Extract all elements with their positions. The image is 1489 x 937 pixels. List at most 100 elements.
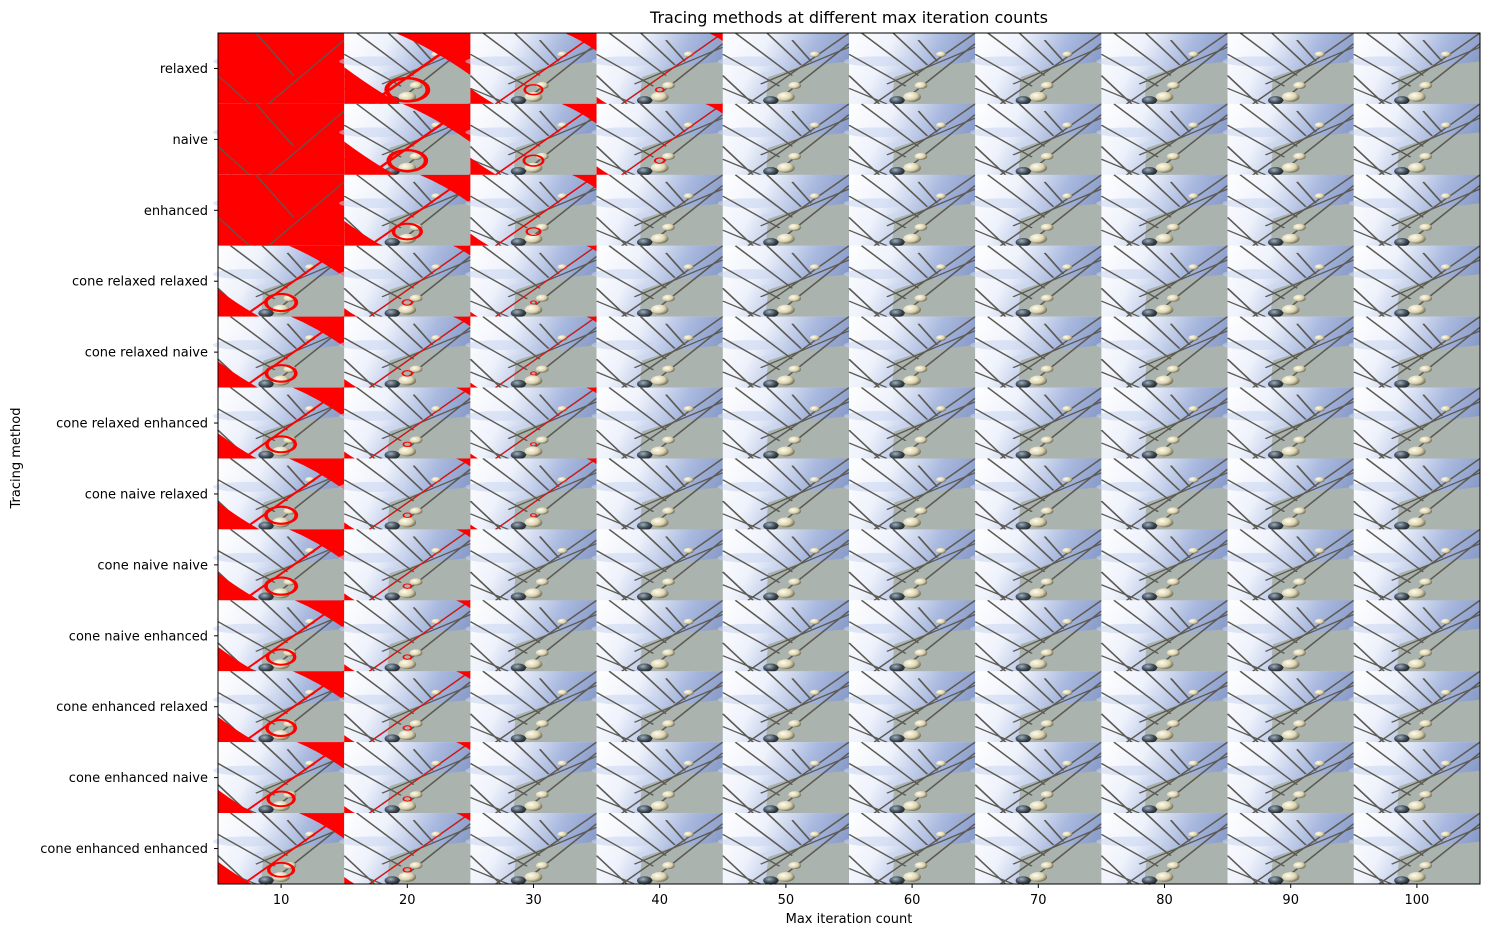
sphere (1419, 152, 1433, 160)
rod (608, 812, 667, 856)
rod (595, 833, 655, 867)
rod (217, 833, 276, 867)
rod (1018, 529, 1055, 562)
rod (766, 103, 802, 137)
dark-sphere (763, 876, 779, 885)
rod (892, 812, 929, 846)
sphere (1029, 91, 1048, 102)
dark-sphere (763, 167, 779, 176)
rod (1100, 195, 1159, 229)
sphere (1040, 365, 1054, 373)
rod (633, 614, 724, 652)
rod (1264, 472, 1355, 511)
sphere (777, 304, 795, 315)
sphere (398, 91, 417, 102)
rod (229, 599, 289, 644)
error-outline (522, 154, 545, 167)
sphere (1040, 507, 1054, 515)
dark-sphere (258, 450, 274, 460)
rod (1169, 678, 1191, 700)
rod (848, 146, 881, 176)
sphere (914, 649, 928, 657)
rod (892, 387, 929, 420)
rod (1100, 337, 1159, 371)
image-tile (717, 32, 850, 105)
rod (760, 755, 850, 794)
rod (1353, 442, 1393, 459)
rod (482, 670, 541, 715)
rod (1227, 513, 1267, 530)
sphere (903, 730, 921, 741)
sphere (1188, 122, 1199, 129)
rod (987, 245, 1046, 289)
rod (860, 174, 920, 218)
rod (1138, 188, 1229, 227)
sphere (1314, 406, 1325, 412)
dark-sphere (1141, 805, 1157, 814)
error-region (419, 174, 471, 204)
rod (1239, 103, 1298, 147)
rod (1353, 550, 1412, 584)
image-tile (465, 387, 598, 460)
sphere (1188, 689, 1199, 696)
cloud-band (1222, 765, 1289, 776)
rod (1100, 621, 1159, 654)
rod (1043, 252, 1065, 275)
image-tile (465, 316, 598, 389)
sphere (1314, 335, 1325, 341)
rod (860, 32, 920, 76)
rod (860, 316, 920, 360)
rod (1227, 797, 1267, 814)
dark-sphere (889, 734, 905, 743)
y-tick-label: cone relaxed enhanced (56, 417, 208, 432)
error-outline (265, 435, 298, 454)
rod (469, 87, 509, 105)
rod (507, 259, 598, 298)
image-tile (212, 812, 346, 885)
rod (1226, 784, 1259, 814)
rod (1018, 316, 1055, 349)
rod (1169, 39, 1191, 62)
sphere (1029, 801, 1048, 811)
cloud-band (465, 127, 531, 138)
image-tile (1222, 458, 1355, 531)
rod (286, 394, 308, 417)
x-axis-label: Max iteration count (786, 912, 913, 927)
rod (469, 500, 502, 530)
error-region (344, 451, 355, 459)
error-region (218, 861, 252, 884)
rod (469, 288, 502, 317)
sphere (650, 233, 669, 244)
rod (665, 181, 686, 204)
image-tile (717, 458, 850, 531)
sphere (936, 689, 947, 696)
rod (261, 670, 298, 704)
sphere (650, 801, 669, 811)
rod (1397, 387, 1433, 420)
sphere (777, 375, 795, 386)
sphere (903, 659, 921, 670)
error-region (344, 806, 355, 814)
rod (1353, 229, 1393, 247)
cloud-band (465, 836, 531, 847)
rod (595, 479, 655, 513)
error-region (294, 600, 345, 629)
image-tile (339, 670, 472, 743)
rod (1226, 217, 1259, 247)
error-streak (621, 32, 724, 105)
rod (469, 797, 509, 814)
rod (766, 812, 802, 846)
rod (886, 401, 976, 440)
sphere (1167, 720, 1180, 728)
rod (538, 536, 560, 559)
image-tile (339, 599, 472, 672)
rod (1365, 670, 1425, 715)
sphere (1029, 304, 1048, 315)
cloud-band (339, 765, 405, 776)
image-tile (717, 529, 850, 602)
y-axis-label: Tracing method (9, 408, 24, 510)
rod (1270, 174, 1307, 208)
error-outline (529, 442, 538, 447)
rod (1239, 599, 1298, 644)
sphere (1281, 233, 1300, 244)
